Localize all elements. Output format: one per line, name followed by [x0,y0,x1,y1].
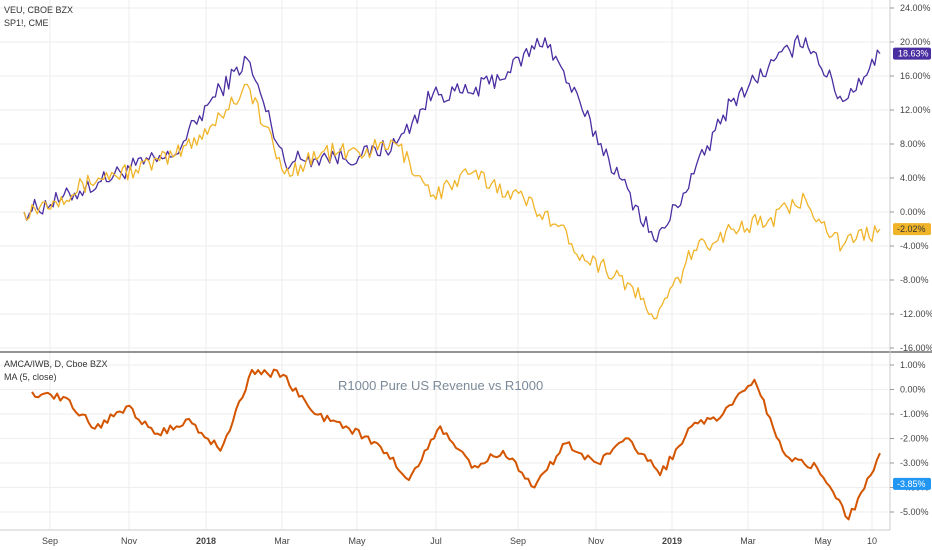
badge-veu-label: -2.02% [897,224,926,234]
badge-ratio-label: -3.85% [897,479,926,489]
x-tick-label: 10 [867,536,877,546]
legend-ma[interactable]: MA (5, close) [4,372,57,382]
top-panel-series [23,34,881,320]
x-tick-label: Nov [121,536,138,546]
x-tick-label: May [814,536,832,546]
top-y-tick-label: -4.00% [900,241,929,251]
bottom-y-tick-label: 0.00% [900,385,926,395]
x-tick-label: Nov [588,536,605,546]
badge-veu: -2.02% [893,223,931,236]
chart-annotation[interactable]: R1000 Pure US Revenue vs R1000 [338,378,543,393]
top-y-tick-label: -12.00% [900,309,932,319]
bottom-y-tick-label: 1.00% [900,360,926,370]
x-tick-label: Mar [740,536,756,546]
top-y-tick-label: 24.00% [900,3,931,13]
x-tick-label: Jul [430,536,442,546]
bottom-y-tick-label: -3.00% [900,458,929,468]
x-tick-label: May [348,536,366,546]
legend-sp1[interactable]: SP1!, CME [4,18,49,28]
x-tick-label: 2019 [662,536,682,546]
x-tick-label: 2018 [196,536,216,546]
series-line-ratio[interactable] [31,368,881,521]
top-y-tick-label: -8.00% [900,275,929,285]
bottom-y-tick-label: -1.00% [900,409,929,419]
badge-ratio: -3.85% [893,477,931,490]
legend-amca-iwb[interactable]: AMCA/IWB, D, Cboe BZX [4,359,108,369]
grid-lines [0,0,890,530]
bottom-panel-series [31,368,881,521]
top-y-tick-label: 12.00% [900,105,931,115]
series-line-veu[interactable] [23,83,881,320]
top-y-tick-label: 16.00% [900,71,931,81]
bottom-y-tick-label: -2.00% [900,434,929,444]
time-axis[interactable]: Sep Nov 2018 Mar May Jul Sep Nov 2019 Mar May 10 [42,536,877,546]
badge-sp1-bg [893,47,931,60]
top-y-tick-label: 0.00% [900,207,926,217]
bottom-y-tick-label: -5.00% [900,507,929,517]
top-y-tick-label: 4.00% [900,173,926,183]
top-price-axis[interactable]: 24.00% 20.00% 16.00% 12.00% 8.00% 4.00% 0.00% -… [890,3,932,353]
x-tick-label: Mar [274,536,290,546]
badge-sp1: 18.63% [893,47,931,60]
badge-sp1-label: 18.63% [898,49,929,59]
badge-veu-bg [893,223,931,236]
x-tick-label: Sep [510,536,526,546]
x-tick-label: Sep [42,536,58,546]
series-line-sp1[interactable] [23,34,881,243]
legend-veu[interactable]: VEU, CBOE BZX [4,5,73,15]
badge-ratio-bg [893,477,931,490]
top-y-tick-label: 8.00% [900,139,926,149]
top-y-tick-label: 20.00% [900,37,931,47]
top-y-tick-label: -16.00% [900,343,932,353]
